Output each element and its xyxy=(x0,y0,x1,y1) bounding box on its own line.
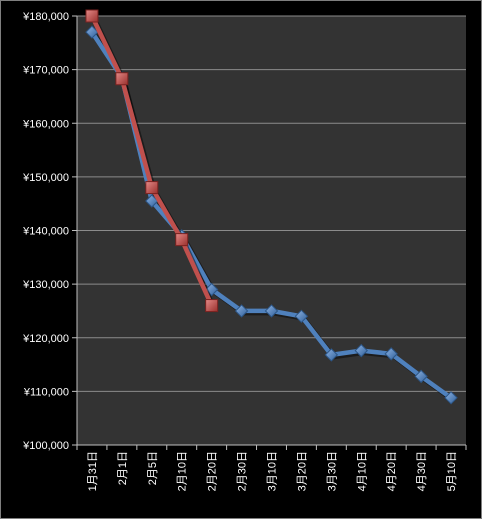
series-1-point xyxy=(85,25,99,39)
series-1-point xyxy=(294,309,309,324)
x-axis-tick-labels: 1月31日 2月1日 2月5日 2月10日 2月20日 2月30日 3月10日 3月20日 3月… xyxy=(87,451,458,491)
x-tick-label: 2月30日 xyxy=(237,451,249,491)
y-tick-label: ¥100,000 xyxy=(22,440,69,452)
series-layer xyxy=(85,9,458,405)
series-1-point xyxy=(324,348,339,362)
y-tick-label: ¥110,000 xyxy=(23,386,69,398)
series-2-point xyxy=(85,9,99,23)
x-tick-label: 5月10日 xyxy=(446,451,458,491)
series-2-point xyxy=(145,181,159,195)
x-tick-label: 2月1日 xyxy=(117,451,129,485)
series-2-point xyxy=(175,233,189,247)
series-1-point xyxy=(204,282,219,297)
series-1-point xyxy=(384,347,398,361)
axes xyxy=(72,15,467,450)
series-1-point xyxy=(414,369,428,384)
x-tick-label: 2月5日 xyxy=(147,451,159,485)
y-tick-label: ¥120,000 xyxy=(22,333,69,345)
x-tick-label: 2月20日 xyxy=(207,451,219,491)
x-tick-label: 4月20日 xyxy=(386,451,398,491)
series-1-point xyxy=(444,391,458,405)
y-axis-tick-labels: ¥100,000 ¥110,000 ¥120,000 ¥130,000 ¥140,000… xyxy=(22,11,69,452)
y-tick-label: ¥160,000 xyxy=(22,118,69,130)
y-tick-label: ¥130,000 xyxy=(22,279,69,291)
series-2-point xyxy=(205,299,219,313)
y-tick-label: ¥180,000 xyxy=(22,11,69,23)
x-tick-label: 4月30日 xyxy=(416,451,428,491)
series-1-point xyxy=(354,343,368,358)
x-tick-label: 3月30日 xyxy=(326,451,338,491)
x-tick-label: 1月31日 xyxy=(87,451,99,491)
x-tick-label: 4月10日 xyxy=(356,451,368,491)
x-tick-label: 3月10日 xyxy=(267,451,279,491)
y-tick-label: ¥170,000 xyxy=(22,65,69,77)
y-tick-label: ¥150,000 xyxy=(22,172,69,184)
gridlines xyxy=(77,15,466,392)
x-tick-label: 2月10日 xyxy=(177,451,189,491)
series-1-point xyxy=(264,304,279,318)
x-tick-label: 3月20日 xyxy=(296,451,308,491)
y-tick-label: ¥140,000 xyxy=(22,226,69,238)
series-1-point xyxy=(234,304,249,318)
series-2-point xyxy=(115,72,129,86)
